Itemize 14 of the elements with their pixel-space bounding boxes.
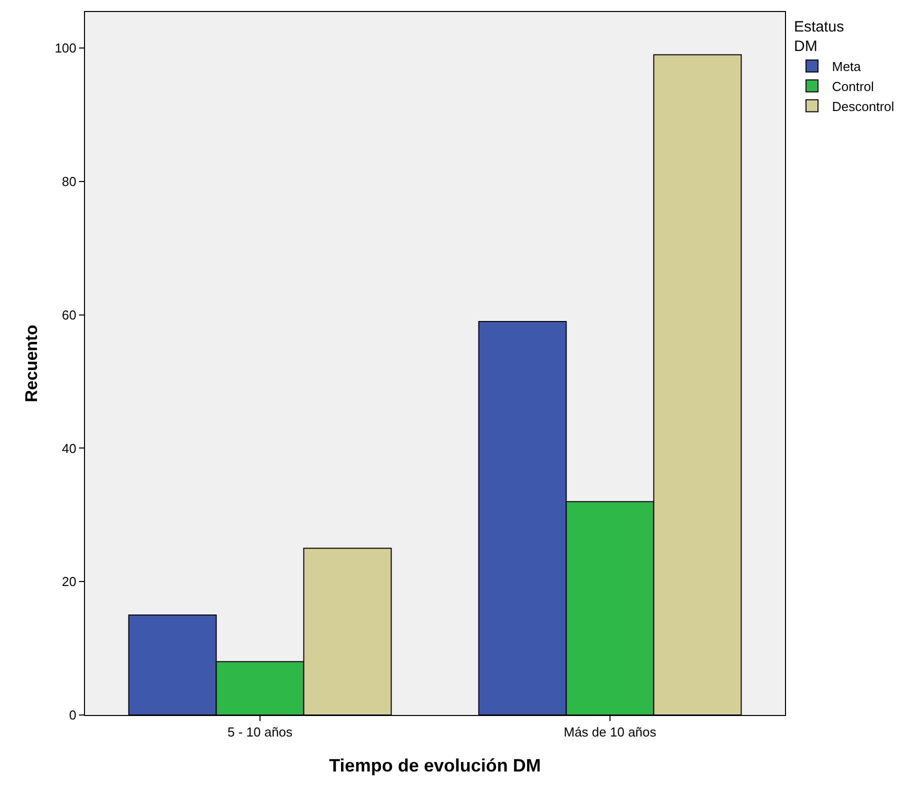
x-axis-title: Tiempo de evolución DM <box>329 756 541 776</box>
y-tick-label: 80 <box>62 174 76 189</box>
y-tick-label: 0 <box>69 708 76 723</box>
y-tick-label: 60 <box>62 307 76 322</box>
legend-title: Estatus DM <box>794 18 844 55</box>
y-tick-label: 100 <box>54 40 76 56</box>
y-tick-label: 40 <box>62 440 76 456</box>
x-tick-label: 5 - 10 años <box>227 724 294 740</box>
legend-label: Meta <box>832 59 862 74</box>
legend-label: Control <box>832 78 874 94</box>
y-axis-title: Recuento <box>22 324 42 402</box>
legend-label: Descontrol <box>832 98 894 114</box>
y-tick-label: 20 <box>62 574 76 590</box>
x-tick-label: Más de 10 años <box>564 724 657 740</box>
